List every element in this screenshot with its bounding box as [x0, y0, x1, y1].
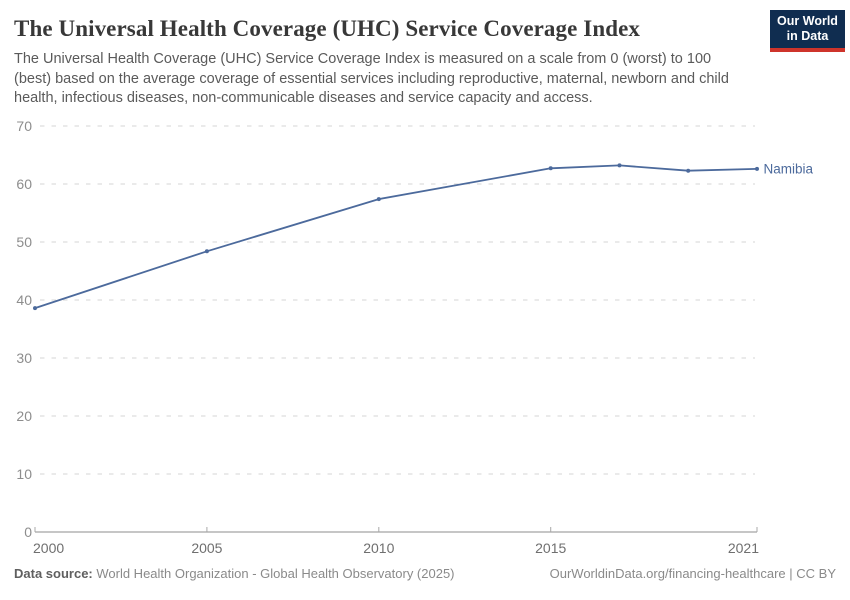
data-point — [376, 197, 381, 202]
y-tick-label: 10 — [16, 466, 32, 482]
data-source-label: Data source: — [14, 566, 93, 581]
data-point — [548, 166, 553, 171]
data-source: Data source: World Health Organization -… — [14, 566, 455, 581]
x-tick-label: 2021 — [728, 540, 759, 556]
data-point — [204, 249, 209, 254]
y-tick-label: 50 — [16, 234, 32, 250]
series-end-label[interactable]: Namibia — [764, 161, 814, 176]
y-tick-label: 70 — [16, 118, 32, 134]
chart-footer: Data source: World Health Organization -… — [0, 566, 850, 581]
credit-link[interactable]: OurWorldinData.org/financing-healthcare … — [549, 566, 836, 581]
y-tick-label: 40 — [16, 292, 32, 308]
data-point — [686, 168, 691, 173]
y-tick-label: 20 — [16, 408, 32, 424]
chart-header: The Universal Health Coverage (UHC) Serv… — [0, 0, 850, 108]
x-tick-label: 2015 — [535, 540, 566, 556]
x-tick-label: 2000 — [33, 540, 64, 556]
y-tick-label: 0 — [24, 524, 32, 540]
owid-logo-line2: in Data — [786, 29, 829, 43]
series-line-namibia — [34, 164, 758, 309]
data-source-text: World Health Organization - Global Healt… — [92, 566, 455, 581]
data-point — [617, 163, 622, 168]
x-tick-label: 2010 — [363, 540, 394, 556]
y-tick-label: 60 — [16, 176, 32, 192]
owid-logo-line1: Our World — [777, 13, 838, 28]
data-point — [33, 306, 37, 311]
data-point — [755, 166, 759, 171]
owid-logo[interactable]: Our World in Data — [770, 10, 845, 52]
x-tick-label: 2005 — [191, 540, 222, 556]
chart-subtitle: The Universal Health Coverage (UHC) Serv… — [14, 51, 729, 106]
y-tick-label: 30 — [16, 350, 32, 366]
chart-title: The Universal Health Coverage (UHC) Serv… — [14, 16, 641, 41]
